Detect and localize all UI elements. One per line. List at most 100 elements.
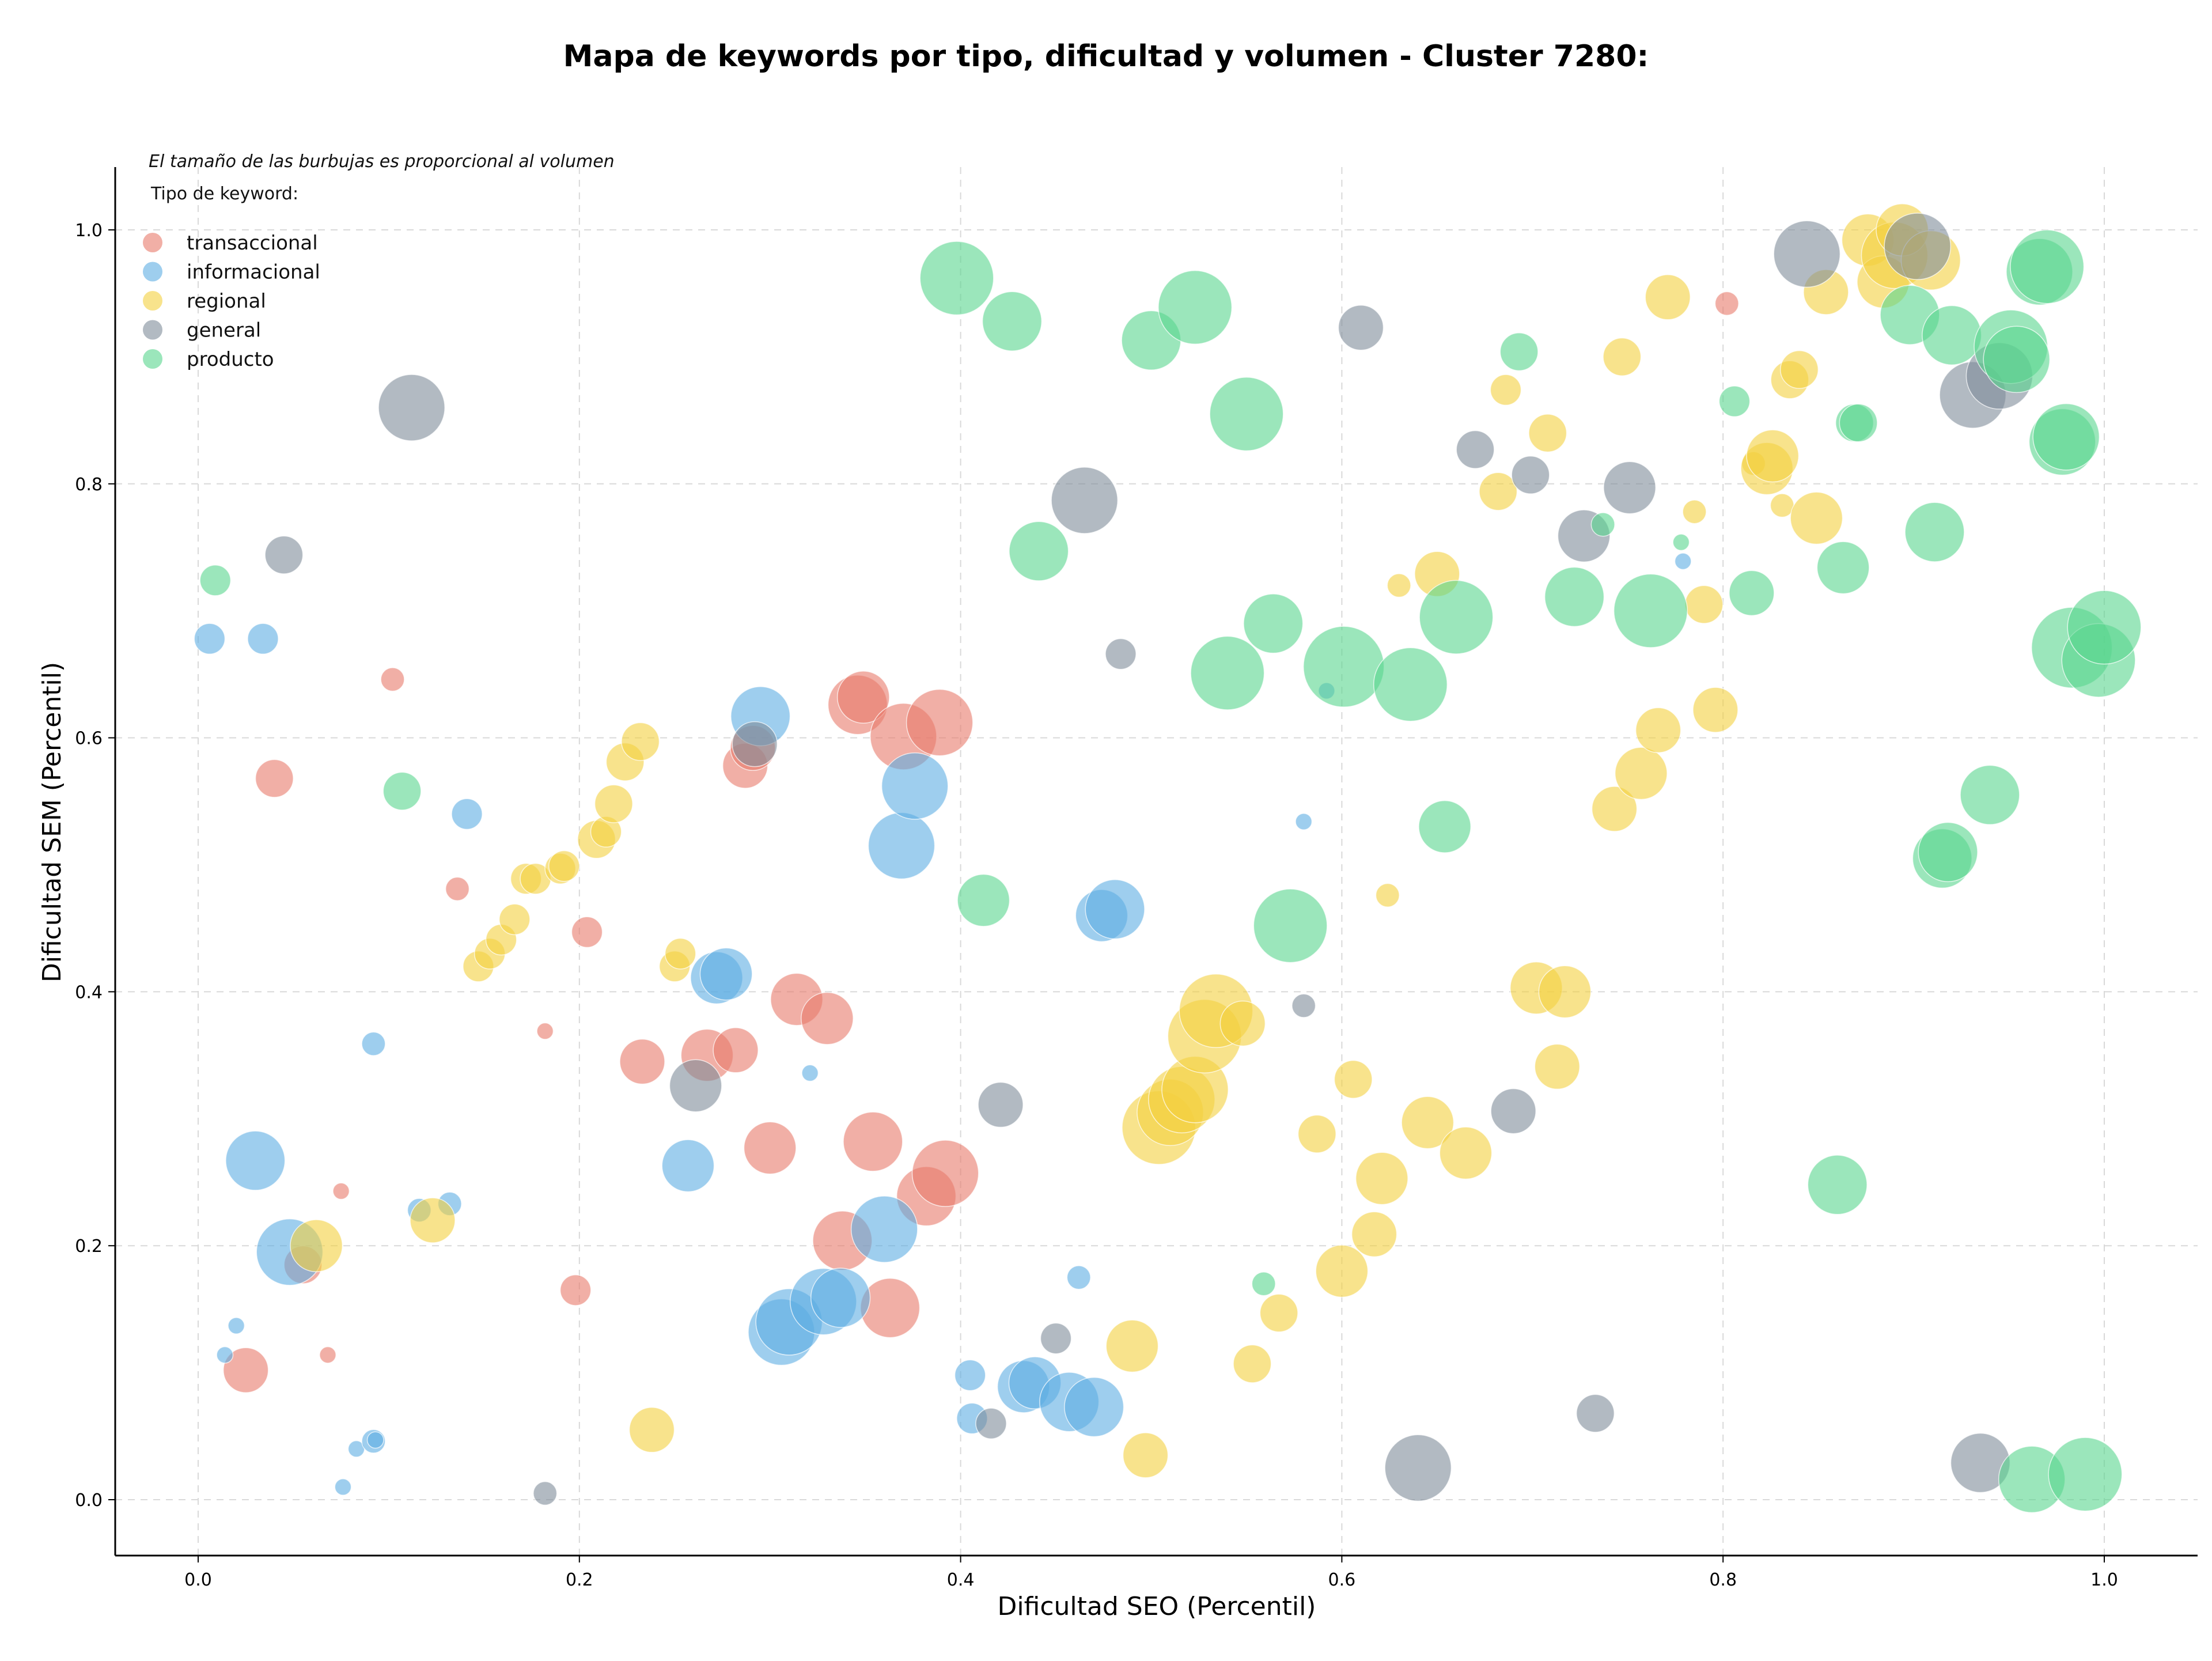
bubble-point — [1334, 1060, 1373, 1099]
series-regional — [290, 203, 1961, 1478]
y-tick-label: 0.0 — [75, 1490, 103, 1511]
bubble-point — [1490, 374, 1522, 406]
bubble-point — [1613, 573, 1688, 648]
bubble-point — [1544, 566, 1605, 627]
bubble-point — [290, 1219, 343, 1273]
bubble-point — [1682, 500, 1707, 524]
bubble-point — [978, 1081, 1024, 1128]
bubble-point — [1499, 332, 1539, 372]
bubbles — [194, 203, 2142, 1514]
legend-marker — [143, 349, 162, 369]
bubble-point — [732, 721, 778, 767]
bubble-point — [1816, 541, 1870, 595]
bubble-point — [380, 667, 405, 692]
bubble-point — [2010, 229, 2085, 304]
bubble-point — [451, 798, 483, 830]
x-tick-label: 0.6 — [1328, 1570, 1356, 1590]
bubble-point — [1190, 635, 1265, 710]
bubble-point — [410, 1197, 456, 1243]
bubble-point — [378, 374, 445, 441]
series-general — [264, 213, 2033, 1506]
bubble-point — [559, 1274, 592, 1306]
bubble-point — [2067, 590, 2142, 665]
bubble-point — [1534, 1043, 1581, 1090]
legend: El tamaño de las burbujas es proporciona… — [143, 152, 615, 371]
bubble-point — [1009, 521, 1069, 581]
bubble-point — [216, 1346, 234, 1364]
bubble-point — [2032, 403, 2100, 471]
bubble-point — [1291, 993, 1316, 1018]
legend-marker — [143, 291, 162, 311]
bubble-point — [1051, 467, 1119, 534]
bubble-point — [319, 1346, 336, 1364]
legend-label: regional — [187, 290, 266, 313]
bubble-point — [1714, 291, 1739, 316]
bubble-point — [1884, 213, 1952, 281]
bubble-point — [1105, 1319, 1159, 1373]
legend-marker — [143, 262, 162, 282]
bubble-point — [255, 759, 294, 798]
bubble-point — [1528, 414, 1567, 453]
bubble-point — [1209, 377, 1284, 452]
bubble-point — [1591, 786, 1638, 832]
bubble-point — [194, 623, 226, 655]
bubble-point — [1746, 429, 1800, 483]
bubble-point — [669, 1059, 722, 1113]
series-producto — [199, 229, 2142, 1514]
bubble-point — [1243, 593, 1304, 654]
legend-label: transaccional — [187, 232, 318, 255]
bubble-point — [1918, 822, 1978, 883]
bubble-point — [1603, 461, 1657, 514]
legend-marker — [143, 233, 162, 252]
bubble-point — [1490, 1088, 1536, 1134]
legend-marker — [143, 320, 162, 340]
bubble-point — [1419, 580, 1494, 654]
bubble-point — [1904, 502, 1965, 562]
bubble-point — [1672, 534, 1690, 551]
x-tick-label: 1.0 — [2090, 1570, 2118, 1590]
y-tick-label: 1.0 — [75, 221, 103, 241]
bubble-point — [906, 688, 974, 756]
bubble-point — [1122, 1432, 1169, 1478]
bubble-point — [1456, 430, 1495, 469]
bubble-point — [1338, 304, 1384, 351]
bubble-point — [621, 722, 660, 761]
y-axis-label: Dificultad SEM (Percentil) — [37, 662, 67, 982]
bubble-point — [1839, 403, 1878, 442]
bubble-point — [619, 1038, 665, 1085]
bubble-point — [225, 1130, 286, 1191]
bubble-point — [1105, 638, 1137, 670]
bubble-point — [1297, 1114, 1336, 1153]
axes: 0.0 0.0 0.2 0.2 0.4 0.4 0.6 0.6 0.8 0.8 1.0 1.0 — [75, 167, 2198, 1590]
y-tick-label: 0.2 — [75, 1236, 103, 1257]
bubble-point — [982, 291, 1043, 351]
bubble-point — [1960, 765, 2020, 825]
bubble-point — [1439, 1126, 1493, 1180]
bubble-point — [1479, 472, 1518, 511]
bubble-point — [1351, 1211, 1397, 1258]
y-tick-label: 0.4 — [75, 982, 103, 1002]
bubble-point — [1590, 512, 1615, 537]
bubble-point — [1729, 570, 1775, 616]
bubble-point — [1718, 385, 1751, 417]
bubble-point — [199, 564, 232, 596]
bubble-point — [1295, 813, 1313, 831]
bubble-point — [661, 1139, 715, 1193]
bubble-point — [1645, 274, 1691, 320]
bubble-point — [713, 1027, 759, 1073]
bubble-point — [843, 1111, 903, 1172]
bubble-point — [954, 1359, 986, 1391]
legend-label: informacional — [187, 261, 320, 284]
bubble-point — [1983, 326, 2051, 394]
bubble-point — [366, 1431, 384, 1449]
bubble-point — [382, 771, 422, 811]
x-tick-label: 0.8 — [1709, 1570, 1737, 1590]
bubble-point — [1315, 1244, 1369, 1298]
bubble-point — [1692, 687, 1738, 733]
x-axis-label: Dificultad SEO (Percentil) — [998, 1592, 1316, 1621]
bubble-point — [1603, 337, 1642, 376]
bubble-point — [222, 1347, 269, 1393]
y-tick-label: 0.6 — [75, 729, 103, 749]
bubble-point — [957, 873, 1010, 927]
